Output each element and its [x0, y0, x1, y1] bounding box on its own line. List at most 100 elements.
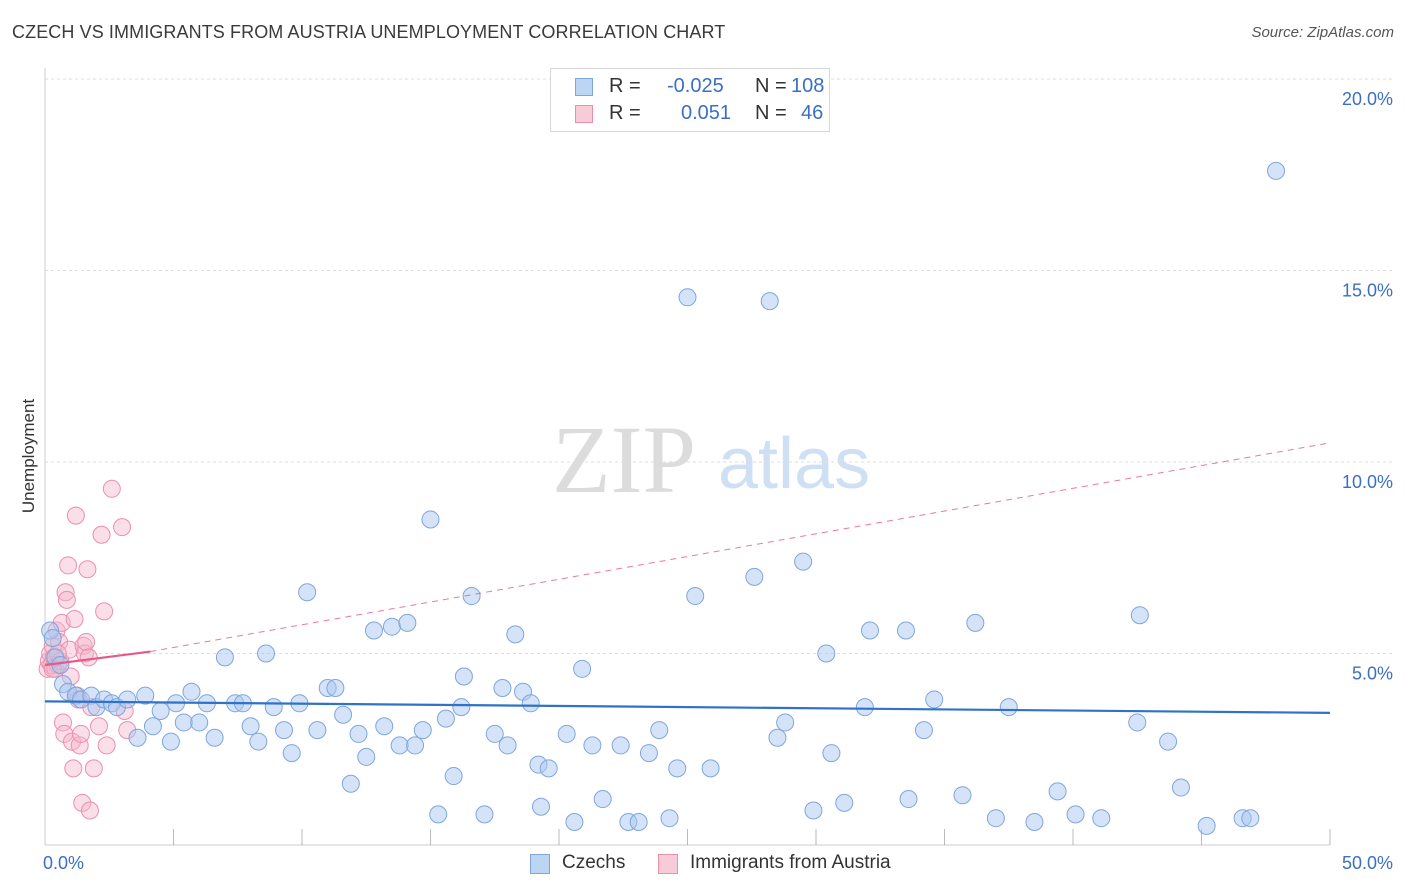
czech-point: [205, 728, 224, 747]
czech-point: [745, 567, 764, 586]
czech-trendline: [44, 700, 1331, 714]
austria-point: [57, 590, 76, 609]
austria-point: [92, 525, 111, 544]
czech-point: [151, 701, 170, 720]
austria-point: [71, 724, 90, 743]
austria-point: [78, 560, 97, 579]
czech-point: [452, 698, 471, 717]
czech-point: [43, 629, 62, 648]
czech-point: [161, 732, 180, 751]
bottom-legend-label: Immigrants from Austria: [690, 852, 891, 873]
legend-r-label: R =: [609, 75, 641, 97]
austria-point: [59, 556, 78, 575]
austria-point: [97, 736, 116, 755]
czech-point: [308, 721, 327, 740]
legend-r-label: R =: [609, 102, 641, 124]
bottom-legend-label: Czechs: [562, 852, 626, 873]
czech-point: [835, 793, 854, 812]
czech-point: [925, 690, 944, 709]
czech-point: [298, 583, 317, 602]
czech-point: [966, 613, 985, 632]
czech-point: [573, 659, 592, 678]
czech-point: [583, 736, 602, 755]
czech-point: [357, 747, 376, 766]
tick-labels: 5.0% 10.0% 15.0% 20.0% 0.0% 50.0%: [43, 89, 1393, 873]
legend-n-value: 108: [791, 75, 825, 97]
czech-point: [776, 713, 795, 732]
czech-point: [565, 813, 584, 832]
austria-trendline: [44, 650, 151, 667]
czech-point: [128, 728, 147, 747]
czech-point: [249, 732, 268, 751]
austria-point: [89, 717, 108, 736]
czech-point: [326, 678, 345, 697]
austria-point: [73, 793, 92, 812]
czech-point: [660, 809, 679, 828]
czech-point: [341, 774, 360, 793]
czech-point: [999, 698, 1018, 717]
austria-point: [60, 640, 79, 659]
y-tick-label: 10.0%: [1342, 472, 1393, 492]
czech-point: [215, 648, 234, 667]
axes: [44, 68, 1331, 846]
czech-point: [118, 690, 137, 709]
czech-point: [953, 786, 972, 805]
czech-point: [1130, 606, 1149, 625]
czech-point: [1025, 813, 1044, 832]
czech-point: [436, 709, 455, 728]
czech-point: [282, 744, 301, 763]
czech-point: [822, 744, 841, 763]
czech-point: [539, 759, 558, 778]
legend-n-value: 46: [801, 102, 824, 124]
czech-point: [794, 552, 813, 571]
watermark-zip: ZIP: [552, 406, 696, 513]
czech-point: [413, 721, 432, 740]
legend-r-value: -0.025: [667, 75, 724, 97]
czech-point: [1241, 809, 1260, 828]
czech-point: [382, 617, 401, 636]
legend-r-value: 0.051: [681, 102, 732, 124]
czech-point: [986, 809, 1005, 828]
czech-point: [678, 288, 697, 307]
y-tick-label: 20.0%: [1342, 89, 1393, 109]
czech-point: [498, 736, 517, 755]
czech-point: [398, 613, 417, 632]
czech-point: [760, 292, 779, 311]
austria-point: [56, 583, 75, 602]
austria-point: [102, 479, 121, 498]
czech-point: [143, 717, 162, 736]
austria-point: [80, 801, 99, 820]
source-label: Source: ZipAtlas.com: [1251, 24, 1394, 41]
austria-point: [70, 736, 89, 755]
czech-point: [896, 621, 915, 640]
czech-point: [860, 621, 879, 640]
czech-point: [701, 759, 720, 778]
czech-point: [1128, 713, 1147, 732]
bottom-legend-swatch-blue: [530, 854, 550, 874]
czech-point: [611, 736, 630, 755]
austria-point: [65, 610, 84, 629]
czech-point: [462, 587, 481, 606]
austria-point: [113, 518, 132, 537]
legend: R = -0.025 N = 108 R = 0.051 N = 46: [550, 68, 830, 132]
austria-point: [66, 506, 85, 525]
czech-point: [475, 805, 494, 824]
trend-lines: [44, 442, 1331, 714]
czech-point: [264, 698, 283, 717]
austria-point: [84, 759, 103, 778]
czech-point: [364, 621, 383, 640]
czech-point: [1267, 161, 1286, 180]
blue-points: [41, 161, 1286, 835]
czech-point: [406, 736, 425, 755]
czech-point: [506, 625, 525, 644]
czech-point: [639, 744, 658, 763]
legend-swatch-blue: [575, 78, 593, 96]
czech-point: [899, 790, 918, 809]
czech-point: [444, 767, 463, 786]
czech-point: [375, 717, 394, 736]
czech-point: [629, 813, 648, 832]
czech-point: [817, 644, 836, 663]
czech-point: [275, 721, 294, 740]
czech-point: [532, 797, 551, 816]
